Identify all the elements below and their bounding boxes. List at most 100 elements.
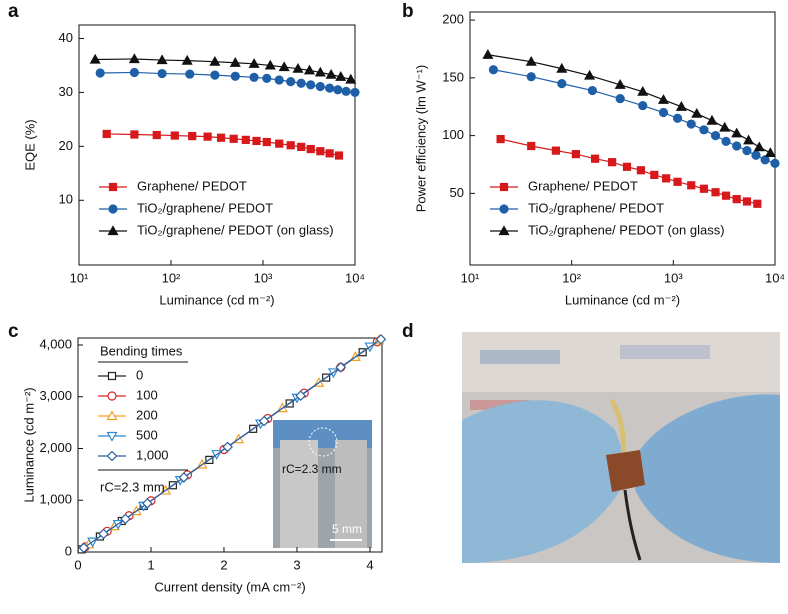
photo-blur [470,400,530,410]
marker [742,197,752,206]
panel-label: a [8,1,19,22]
marker [637,85,649,96]
y-tick-label: 4,000 [39,336,72,351]
legend-note: rC=2.3 mm [100,479,165,494]
marker [306,144,315,154]
marker [710,131,721,141]
y-tick-label: 10 [59,192,73,207]
marker [764,147,776,158]
marker [314,66,326,77]
legend-marker [108,182,118,192]
marker [264,59,276,70]
marker [170,131,179,140]
marker [650,170,659,179]
y-tick-label: 50 [450,185,464,200]
marker [496,134,505,144]
x-tick-label: 2 [220,557,227,572]
legend-marker [107,225,119,236]
inset-photo: 5 mm rC=2.3 mm [273,420,372,548]
plot-frame [77,337,383,553]
marker [102,129,111,139]
marker [525,55,537,66]
marker [699,184,709,193]
glove-right [635,394,780,563]
y-axis-label: EQE (%) [22,119,37,170]
photo-blur [480,350,560,364]
marker [185,69,195,79]
marker [325,83,335,93]
marker [488,65,499,75]
marker [303,64,315,75]
marker [341,86,351,96]
marker [316,147,325,156]
marker [178,472,190,483]
marker [375,333,387,345]
marker [557,79,567,89]
marker [584,69,596,80]
x-tick-label: 10³ [664,270,683,285]
marker [252,136,261,146]
marker [658,107,669,118]
x-tick-label: 0 [74,557,81,572]
marker [526,72,536,82]
panel-label: c [8,321,19,342]
marker [731,127,743,138]
marker [350,87,360,98]
y-tick-label: 0 [65,543,72,558]
marker [333,85,343,95]
legend-marker [106,410,118,421]
x-tick-label: 10² [162,270,181,285]
x-tick-label: 4 [366,557,373,572]
legend-label: 1,000 [136,447,169,462]
legend-marker [108,204,118,214]
inset-clip [335,440,367,548]
panel-label: b [402,1,414,22]
y-tick-label: 40 [59,30,73,45]
marker [229,57,241,67]
marker [258,415,270,427]
marker [662,174,671,183]
y-tick-label: 100 [442,127,464,142]
marker [751,150,761,160]
x-tick-label: 10¹ [70,270,89,285]
legend-label: 0 [136,367,143,382]
legend-marker [106,431,118,442]
marker [292,62,304,73]
y-tick-label: 30 [59,84,73,99]
y-tick-label: 3,000 [39,388,72,403]
legend-label: TiO₂/graphene/ PEDOT [137,200,273,215]
marker [614,79,626,89]
marker [120,513,131,525]
legend-marker [107,371,117,381]
legend-label: 100 [136,387,158,402]
y-tick-label: 150 [442,69,464,84]
marker [203,132,212,141]
marker [306,80,316,90]
x-axis-label: Luminance (cd m⁻²) [159,292,274,307]
marker [157,68,167,79]
marker [286,141,295,150]
x-tick-label: 1 [147,557,154,572]
marker [636,166,646,175]
marker [760,155,770,165]
marker [325,68,337,79]
marker [590,154,600,163]
wire [623,489,642,561]
x-axis-label: Luminance (cd m⁻²) [565,292,680,307]
marker [711,188,720,197]
marker [743,134,755,145]
marker [672,113,683,123]
x-tick-label: 10¹ [461,270,480,285]
panel-label: d [402,321,414,342]
legend-label: TiO₂/graphene/ PEDOT [528,200,664,215]
marker [719,121,731,132]
marker [216,133,226,142]
marker [699,125,709,135]
marker [345,73,357,84]
marker [296,78,306,88]
y-axis-label: Power efficiency (lm W⁻¹) [413,65,428,212]
marker [335,71,347,81]
photo-panel [462,332,780,563]
marker [325,149,334,158]
